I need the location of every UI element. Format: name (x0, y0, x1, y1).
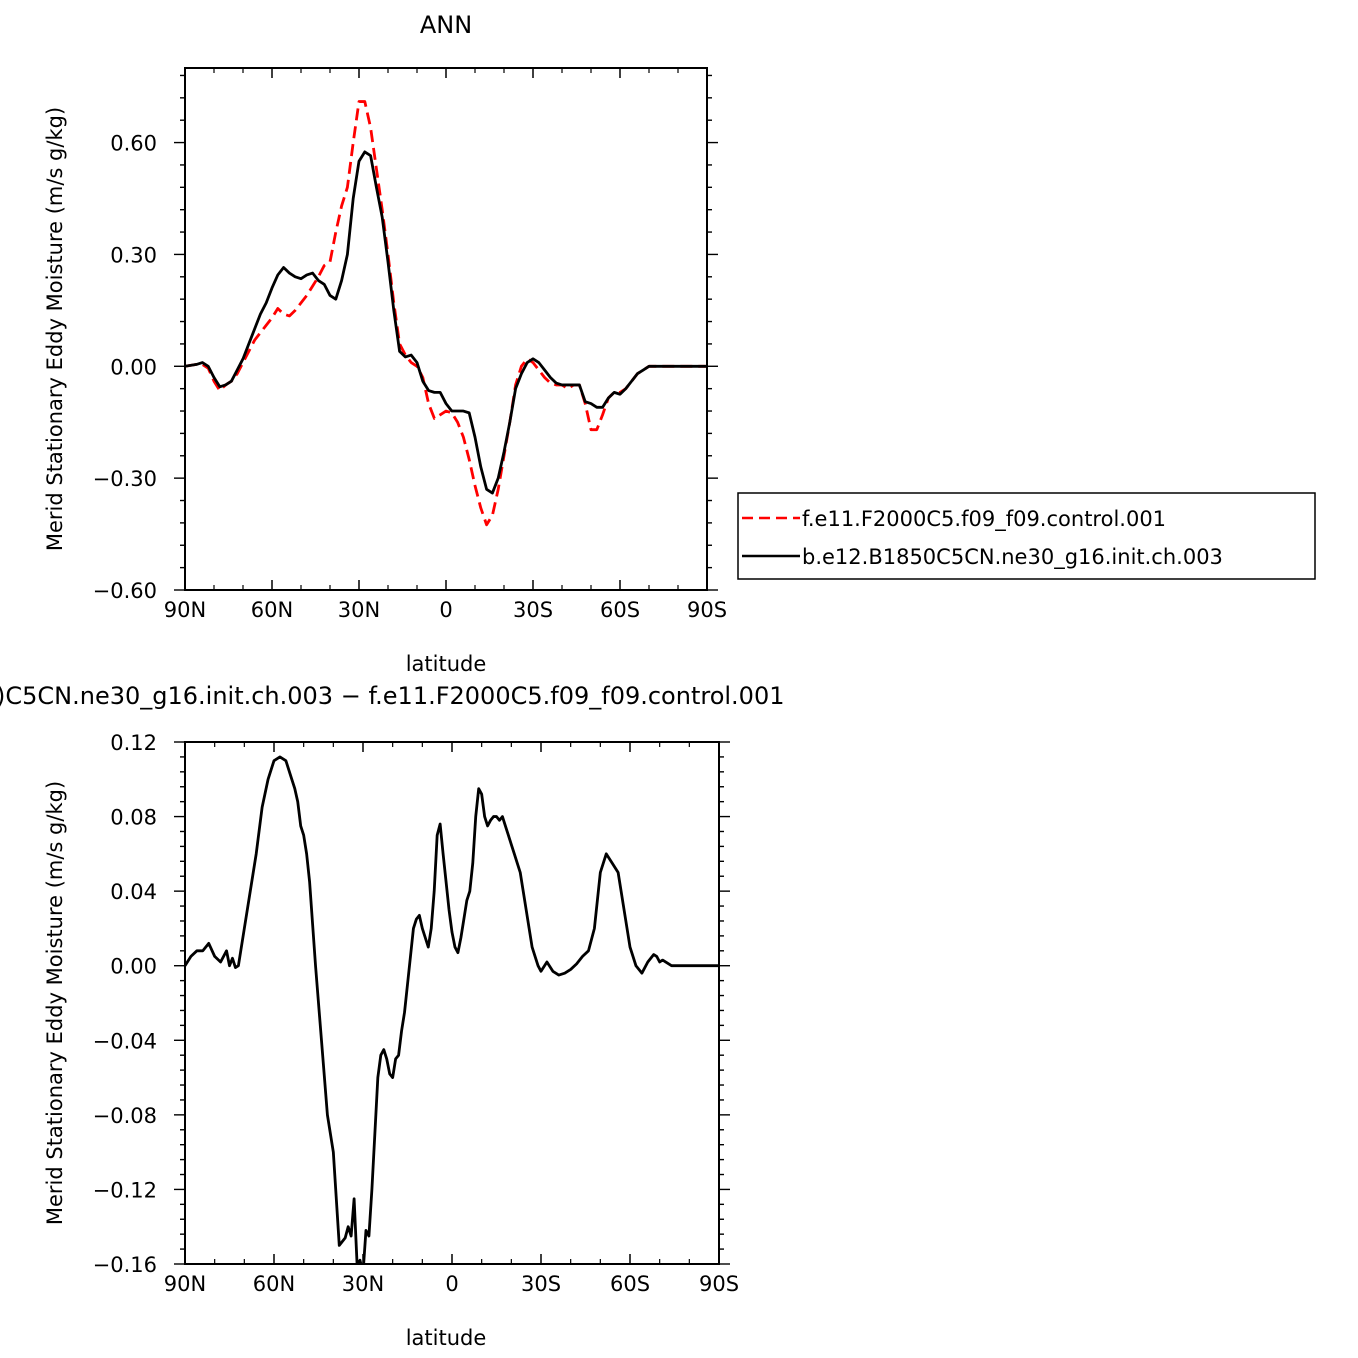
top-y-axis-label: Merid Stationary Eddy Moisture (m/s g/kg… (43, 107, 67, 551)
top-xtick-label: 90N (164, 598, 206, 622)
bot-xtick-label: 60S (610, 1272, 650, 1296)
top-series-line-0 (185, 100, 707, 527)
legend-label-b1850: b.e12.B1850C5CN.ne30_g16.init.ch.003 (802, 545, 1223, 570)
bottom-panel: )C5CN.ne30_g16.init.ch.003 − f.e11.F2000… (0, 682, 784, 1350)
top-xtick-label: 30N (338, 598, 380, 622)
bot-ytick-label: 0.08 (110, 806, 157, 830)
top-ytick-label: −0.30 (93, 467, 157, 491)
top-xtick-label: 90S (687, 598, 727, 622)
top-ytick-label: 0.30 (110, 243, 157, 267)
bot-ytick-label: −0.16 (93, 1253, 157, 1277)
bot-ytick-label: −0.08 (93, 1104, 157, 1128)
legend-box (737, 492, 1316, 580)
bottom-plot-frame (184, 741, 720, 1265)
top-tick-labels: 90N 60N 30N 0 30S 60S 90S −0.60 −0.30 0.00 0.30 0.6… (93, 132, 727, 622)
bot-xtick-label: 30N (342, 1272, 384, 1296)
bot-xtick-label: 90S (699, 1272, 739, 1296)
top-xtick-label: 60N (251, 598, 293, 622)
top-ticks (174, 68, 718, 591)
top-ytick-label: 0.00 (110, 355, 157, 379)
bottom-x-axis-label: latitude (406, 1326, 487, 1350)
bot-ytick-label: 0.12 (110, 731, 157, 755)
bot-xtick-label: 90N (164, 1272, 206, 1296)
bot-ytick-label: 0.04 (110, 880, 157, 904)
top-ytick-label: 0.60 (110, 132, 157, 156)
bottom-series-lines (185, 755, 719, 1264)
top-panel: ANN 90N 60N 30N 0 30S 60S 90S −0.60 −0.30 0.00 0.3… (43, 11, 1316, 676)
bot-series-line-0 (185, 755, 719, 1264)
legend: f.e11.F2000C5.f09_f09.control.001 b.e12.… (737, 492, 1316, 580)
bot-ytick-label: −0.12 (93, 1178, 157, 1202)
top-xtick-label: 0 (439, 598, 452, 622)
top-series-lines (185, 100, 707, 527)
bot-xtick-label: 0 (445, 1272, 458, 1296)
bottom-tick-labels: 90N 60N 30N 0 30S 60S 90S −0.16 −0.12 −0.08 −0.04 0… (93, 731, 739, 1296)
bot-ytick-label: 0.00 (110, 955, 157, 979)
bot-ytick-label: −0.04 (93, 1029, 157, 1053)
top-plot-title: ANN (420, 11, 472, 39)
bottom-ticks (174, 741, 730, 1265)
legend-label-control: f.e11.F2000C5.f09_f09.control.001 (802, 507, 1166, 532)
top-ytick-label: −0.60 (93, 579, 157, 603)
bottom-y-axis-label: Merid Stationary Eddy Moisture (m/s g/kg… (43, 781, 67, 1225)
top-xtick-label: 30S (513, 598, 553, 622)
bot-xtick-label: 30S (521, 1272, 561, 1296)
bottom-plot-title: )C5CN.ne30_g16.init.ch.003 − f.e11.F2000… (0, 682, 784, 710)
top-x-axis-label: latitude (406, 652, 487, 676)
top-series-line-1 (185, 150, 707, 495)
top-xtick-label: 60S (600, 598, 640, 622)
bot-xtick-label: 60N (253, 1272, 295, 1296)
